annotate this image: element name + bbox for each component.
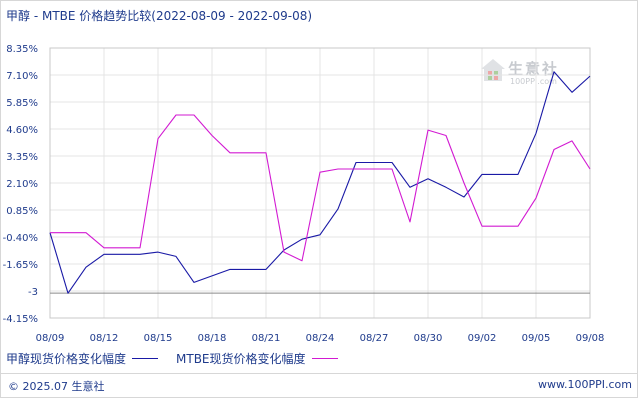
x-tick-label: 08/21: [252, 333, 281, 344]
y-tick-label: 4.60%: [6, 125, 38, 136]
x-tick-label: 09/05: [522, 333, 551, 344]
x-tick-label: 08/18: [198, 333, 227, 344]
x-tick-label: 08/30: [414, 333, 443, 344]
y-tick-label: 5.85%: [6, 98, 38, 109]
series-line-methanol: [49, 71, 591, 294]
chart-title: 甲醇 - MTBE 价格趋势比较(2022-08-09 - 2022-09-08…: [6, 9, 313, 23]
legend-swatch-methanol: [132, 357, 159, 359]
x-tick-label: 08/15: [144, 333, 173, 344]
footer-divider: [0, 373, 638, 374]
y-tick-label: -0.40%: [3, 233, 38, 244]
x-tick-label: 08/24: [306, 333, 335, 344]
legend-item-methanol: 甲醇现货价格变化幅度: [6, 350, 159, 367]
x-tick-label: 08/27: [360, 333, 389, 344]
site-url: www.100PPI.com: [538, 378, 632, 391]
y-tick-label: 3.35%: [6, 152, 38, 163]
x-tick-labels: 08/09 08/12 08/15 08/18 08/21 08/24 08/27 08/30…: [36, 333, 605, 344]
x-tick-label: 08/09: [36, 333, 65, 344]
legend-swatch-mtbe: [311, 357, 338, 359]
y-tick-label: -1.65%: [3, 260, 38, 271]
y-tick-label: 0.85%: [6, 206, 38, 217]
y-tick-label: 2.10%: [6, 179, 38, 190]
grid: [49, 47, 591, 319]
series-lines: [49, 71, 591, 294]
y-tick-labels: 8.35% 7.10% 5.85% 4.60% 3.35% 2.10% 0.85% -0.40…: [3, 44, 38, 325]
plot-border: [49, 47, 591, 319]
y-tick-label: -4.15%: [3, 314, 38, 325]
copyright-text: © 2025.07 生意社: [8, 380, 105, 393]
legend-item-mtbe: MTBE现货价格变化幅度: [176, 350, 338, 367]
watermark-url: 100PPI.com: [510, 77, 557, 86]
legend-label-methanol: 甲醇现货价格变化幅度: [6, 351, 127, 366]
y-tick-label: 8.35%: [6, 44, 38, 55]
watermark-name: 生意社: [508, 60, 560, 78]
legend: 甲醇现货价格变化幅度 MTBE现货价格变化幅度: [6, 350, 356, 366]
axes: [49, 47, 591, 319]
y-tick-label: -3: [28, 287, 38, 298]
series-line-mtbe: [50, 114, 591, 262]
legend-label-mtbe: MTBE现货价格变化幅度: [176, 351, 306, 366]
x-tick-label: 08/12: [90, 333, 119, 344]
y-tick-label: 7.10%: [6, 71, 38, 82]
x-tick-label: 09/08: [576, 333, 605, 344]
x-tick-label: 09/02: [468, 333, 497, 344]
